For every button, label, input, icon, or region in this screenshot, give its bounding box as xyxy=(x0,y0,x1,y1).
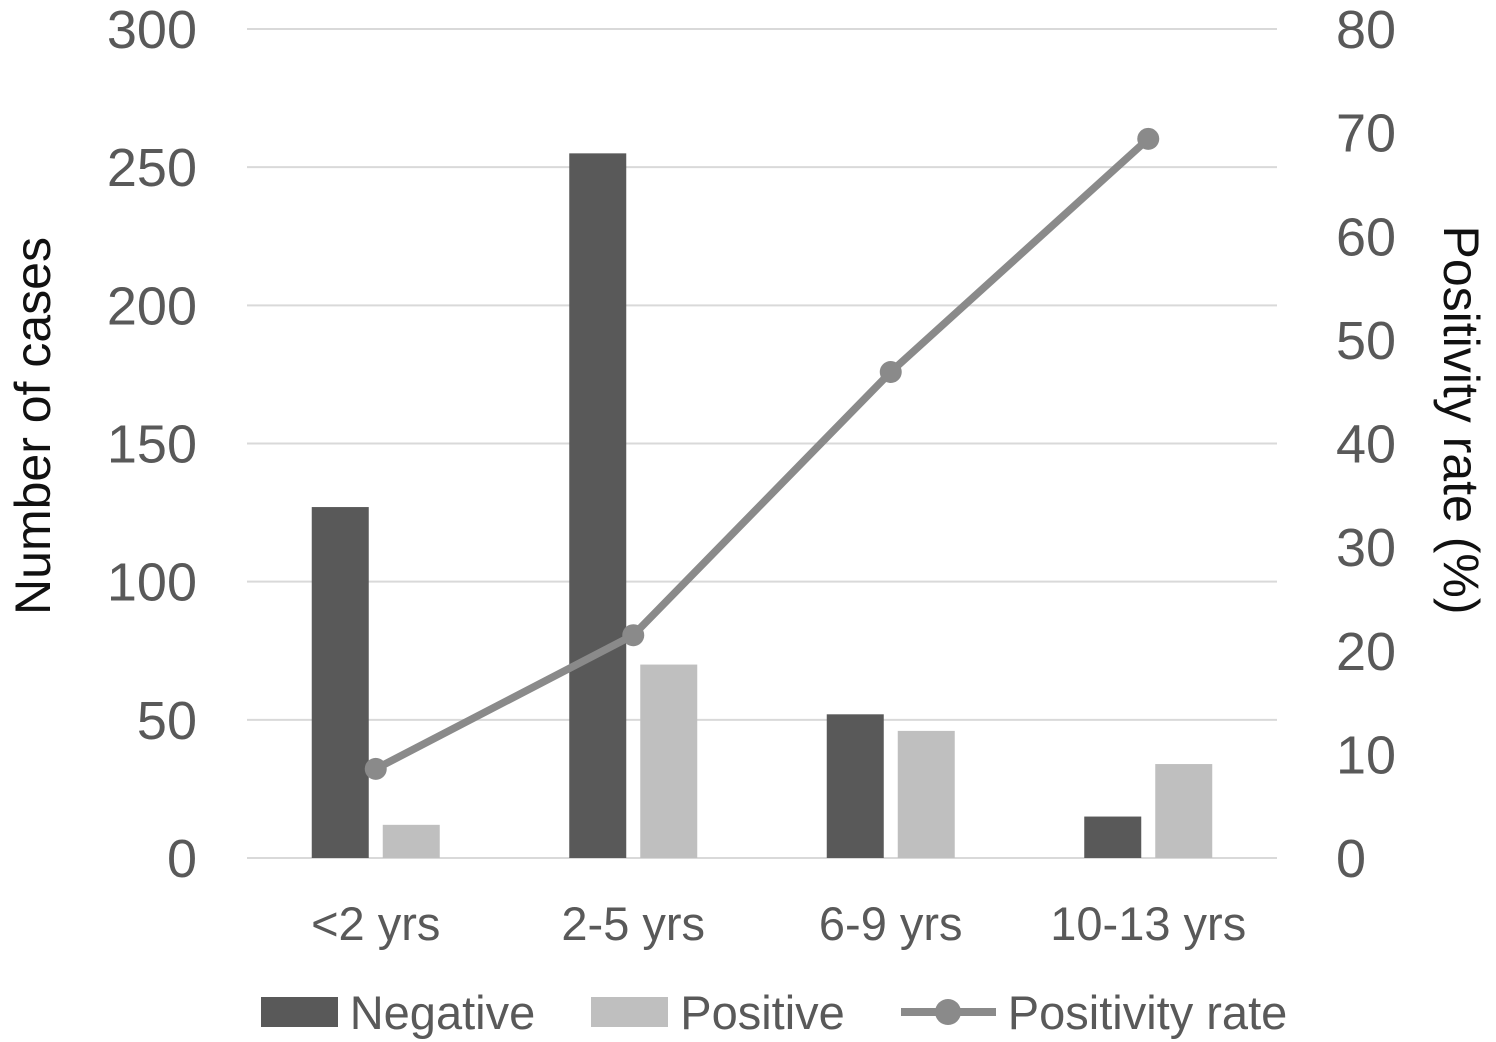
positivity-rate-line xyxy=(372,135,1152,773)
left-axis-tick-label: 0 xyxy=(167,829,197,889)
left-axis-tick-label: 100 xyxy=(107,553,197,613)
left-axis-tick-label: 300 xyxy=(107,0,197,60)
legend-label-positive: Positive xyxy=(680,985,845,1039)
legend-label-positivity-rate: Positivity rate xyxy=(1007,985,1288,1039)
positive-swatch-icon xyxy=(591,997,669,1027)
right-axis-tick-label: 10 xyxy=(1336,725,1396,785)
left-axis-tick-label: 50 xyxy=(137,691,197,751)
bar-positive xyxy=(382,824,440,858)
right-axis-tick-label: 70 xyxy=(1336,104,1396,164)
legend-label-negative: Negative xyxy=(349,985,536,1039)
negative-swatch-icon xyxy=(260,997,338,1027)
bar-positive xyxy=(640,664,698,858)
legend: Negative Positive Positivity rate xyxy=(26,982,1496,1042)
left-axis-tick-label: 250 xyxy=(107,138,197,198)
right-axis-tick-label: 80 xyxy=(1336,0,1396,60)
legend-item-positivity-rate: Positivity rate xyxy=(900,985,1288,1039)
right-axis-tick-label: 30 xyxy=(1336,518,1396,578)
bar-positive xyxy=(1155,764,1213,858)
left-axis-title: Number of cases xyxy=(5,237,61,615)
right-axis-tick-label: 20 xyxy=(1336,622,1396,682)
x-axis-category-label: 2-5 yrs xyxy=(561,897,705,950)
bar-negative xyxy=(1084,816,1142,858)
bar-negative xyxy=(826,714,884,858)
positivity-rate-marker xyxy=(364,757,387,780)
legend-item-negative: Negative xyxy=(260,985,536,1039)
x-axis-category-label: <2 yrs xyxy=(311,897,440,950)
x-axis-category-label: 6-9 yrs xyxy=(819,897,963,950)
legend-line-sample-marker xyxy=(934,999,961,1025)
line-marker-icon xyxy=(900,999,996,1025)
bar-positive xyxy=(897,730,955,858)
right-axis-title: Positivity rate (%) xyxy=(1433,225,1489,615)
left-axis-tick-label: 150 xyxy=(107,415,197,475)
right-axis-tick-label: 0 xyxy=(1336,829,1366,889)
left-axis-tick-label: 200 xyxy=(107,276,197,336)
positivity-rate-marker xyxy=(1137,127,1160,150)
right-axis-tick-label: 40 xyxy=(1336,415,1396,475)
positivity-rate-marker xyxy=(879,360,902,383)
right-axis-tick-label: 50 xyxy=(1336,311,1396,371)
legend-item-positive: Positive xyxy=(591,989,845,1036)
bar-negative xyxy=(569,153,627,859)
bar-negative xyxy=(311,507,369,858)
right-axis-tick-label: 60 xyxy=(1336,207,1396,267)
positivity-rate-marker xyxy=(622,624,645,647)
x-axis-category-label: 10-13 yrs xyxy=(1050,897,1246,950)
